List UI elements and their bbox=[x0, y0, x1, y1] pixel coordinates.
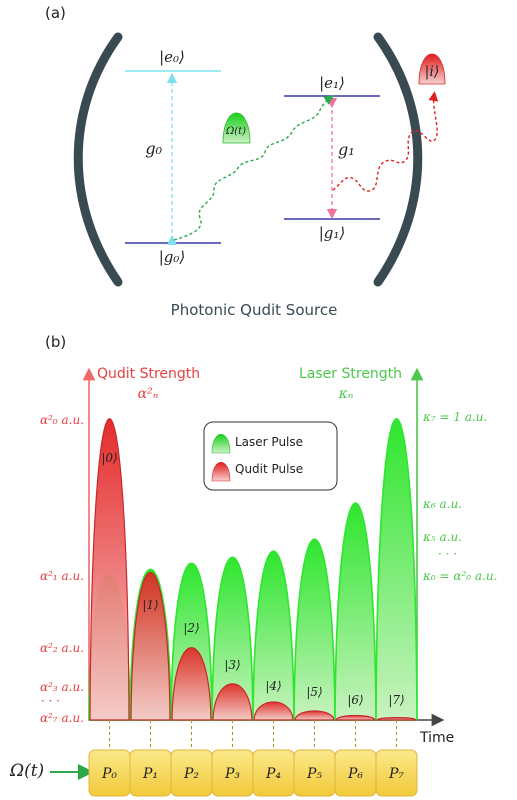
left-tick-0: α²₀ a.u. bbox=[40, 413, 84, 427]
legend-laser-icon bbox=[211, 434, 231, 454]
pulse-label-5: P₅ bbox=[306, 766, 322, 782]
laser-pulse-6 bbox=[334, 502, 377, 721]
label-g0: |g₀⟩ bbox=[159, 248, 186, 266]
coupling-g1-label: g₁ bbox=[338, 140, 355, 159]
panel-b: (b) Time Qudit Strength α²ₙ Laser Streng… bbox=[9, 333, 497, 797]
left-tick-4: · · · bbox=[41, 694, 60, 708]
pulse-label-6: P₆ bbox=[347, 766, 363, 782]
laser-pulse-7 bbox=[375, 417, 418, 721]
pulse-label-0: P₀ bbox=[101, 766, 117, 782]
state-label-0: |0⟩ bbox=[101, 451, 117, 465]
qudit-pulse-5 bbox=[294, 710, 335, 721]
legend-qudit-icon bbox=[211, 462, 231, 482]
right-tick-labels: κ₇ = 1 a.u. κ₆ a.u. κ₅ a.u. · · · κ₀ = α… bbox=[422, 410, 497, 583]
qudit-pulse-2 bbox=[171, 647, 212, 721]
right-tick-4: κ₀ = α²₀ a.u. bbox=[422, 569, 497, 583]
panel-a-caption: Photonic Qudit Source bbox=[171, 301, 338, 319]
panel-a-label: (a) bbox=[45, 4, 66, 22]
pulse-boxes: P₀ P₁ P₂ P₃ P₄ P₅ P₆ P₇ bbox=[88, 749, 418, 797]
output-photon-path bbox=[332, 91, 439, 192]
left-tick-1: α²₁ a.u. bbox=[40, 569, 84, 583]
right-mirror bbox=[373, 32, 423, 287]
laser-pulse-4 bbox=[252, 550, 295, 721]
panel-a: (a) |e₀⟩ |g₀⟩ |e₁⟩ |g₁⟩ g₀ g₁ Ω(t) |i⟩ P… bbox=[45, 4, 446, 319]
qudit-pulse-4 bbox=[253, 701, 294, 721]
qudit-pulse-1 bbox=[130, 572, 171, 721]
state-label-2: |2⟩ bbox=[183, 621, 199, 635]
coupling-g0-label: g₀ bbox=[145, 139, 162, 158]
left-tick-labels: α²₀ a.u. α²₁ a.u. α²₂ a.u. α²₃ a.u. · · … bbox=[40, 413, 84, 725]
label-e1: |e₁⟩ bbox=[319, 74, 345, 92]
legend-laser-label: Laser Pulse bbox=[235, 435, 303, 449]
qudit-pulses bbox=[89, 418, 417, 721]
left-tick-2: α²₂ a.u. bbox=[40, 641, 84, 655]
qudit-pulse-7 bbox=[376, 716, 417, 721]
left-tick-5: α²₇ a.u. bbox=[40, 711, 84, 725]
time-label: Time bbox=[419, 730, 454, 746]
state-label-4: |4⟩ bbox=[265, 679, 281, 693]
left-mirror bbox=[73, 32, 123, 287]
pulse-label-2: P₂ bbox=[183, 766, 199, 782]
label-e0: |e₀⟩ bbox=[159, 48, 185, 66]
qudit-pulse-3 bbox=[212, 683, 253, 721]
right-axis-title: Laser Strength bbox=[299, 366, 402, 382]
state-label-3: |3⟩ bbox=[224, 658, 240, 672]
pulse-label-4: P₄ bbox=[265, 766, 281, 782]
pulse-box-7 bbox=[375, 749, 418, 797]
right-tick-2: κ₅ a.u. bbox=[422, 530, 462, 544]
pulse-label-3: P₃ bbox=[224, 766, 240, 782]
label-g1: |g₁⟩ bbox=[319, 224, 346, 242]
drop-lines bbox=[109, 720, 397, 750]
legend: Laser Pulse Qudit Pulse bbox=[203, 421, 338, 491]
right-tick-3: · · · bbox=[438, 547, 457, 561]
state-label-5: |5⟩ bbox=[306, 685, 322, 699]
panel-b-label: (b) bbox=[45, 333, 66, 351]
laser-photon-path bbox=[173, 95, 335, 241]
qudit-pulse-0 bbox=[89, 418, 130, 721]
state-label-7: |7⟩ bbox=[388, 693, 404, 707]
laser-pulse-3 bbox=[211, 556, 254, 721]
left-tick-3: α²₃ a.u. bbox=[40, 680, 84, 694]
state-label-6: |6⟩ bbox=[347, 693, 363, 707]
state-label-1: |1⟩ bbox=[142, 598, 158, 612]
right-tick-0: κ₇ = 1 a.u. bbox=[422, 410, 487, 424]
right-axis-symbol: κₙ bbox=[338, 386, 354, 402]
laser-pulse-icon bbox=[222, 112, 251, 144]
state-labels: |0⟩ |1⟩ |2⟩ |3⟩ |4⟩ |5⟩ |6⟩ |7⟩ bbox=[101, 451, 404, 707]
laser-icon-label: Ω(t) bbox=[225, 126, 246, 137]
output-photon-icon bbox=[418, 53, 446, 85]
pulse-label-1: P₁ bbox=[142, 766, 158, 782]
qudit-pulse-6 bbox=[335, 714, 376, 721]
left-axis-title: Qudit Strength bbox=[97, 366, 200, 382]
right-tick-1: κ₆ a.u. bbox=[422, 497, 462, 511]
legend-qudit-label: Qudit Pulse bbox=[235, 462, 303, 476]
pulse-label-7: P₇ bbox=[388, 766, 404, 782]
output-photon-label: |i⟩ bbox=[425, 64, 440, 80]
laser-pulse-5 bbox=[293, 538, 336, 721]
legend-box bbox=[203, 421, 338, 491]
drive-label: Ω(t) bbox=[9, 761, 44, 781]
left-axis-symbol: α²ₙ bbox=[138, 386, 159, 402]
